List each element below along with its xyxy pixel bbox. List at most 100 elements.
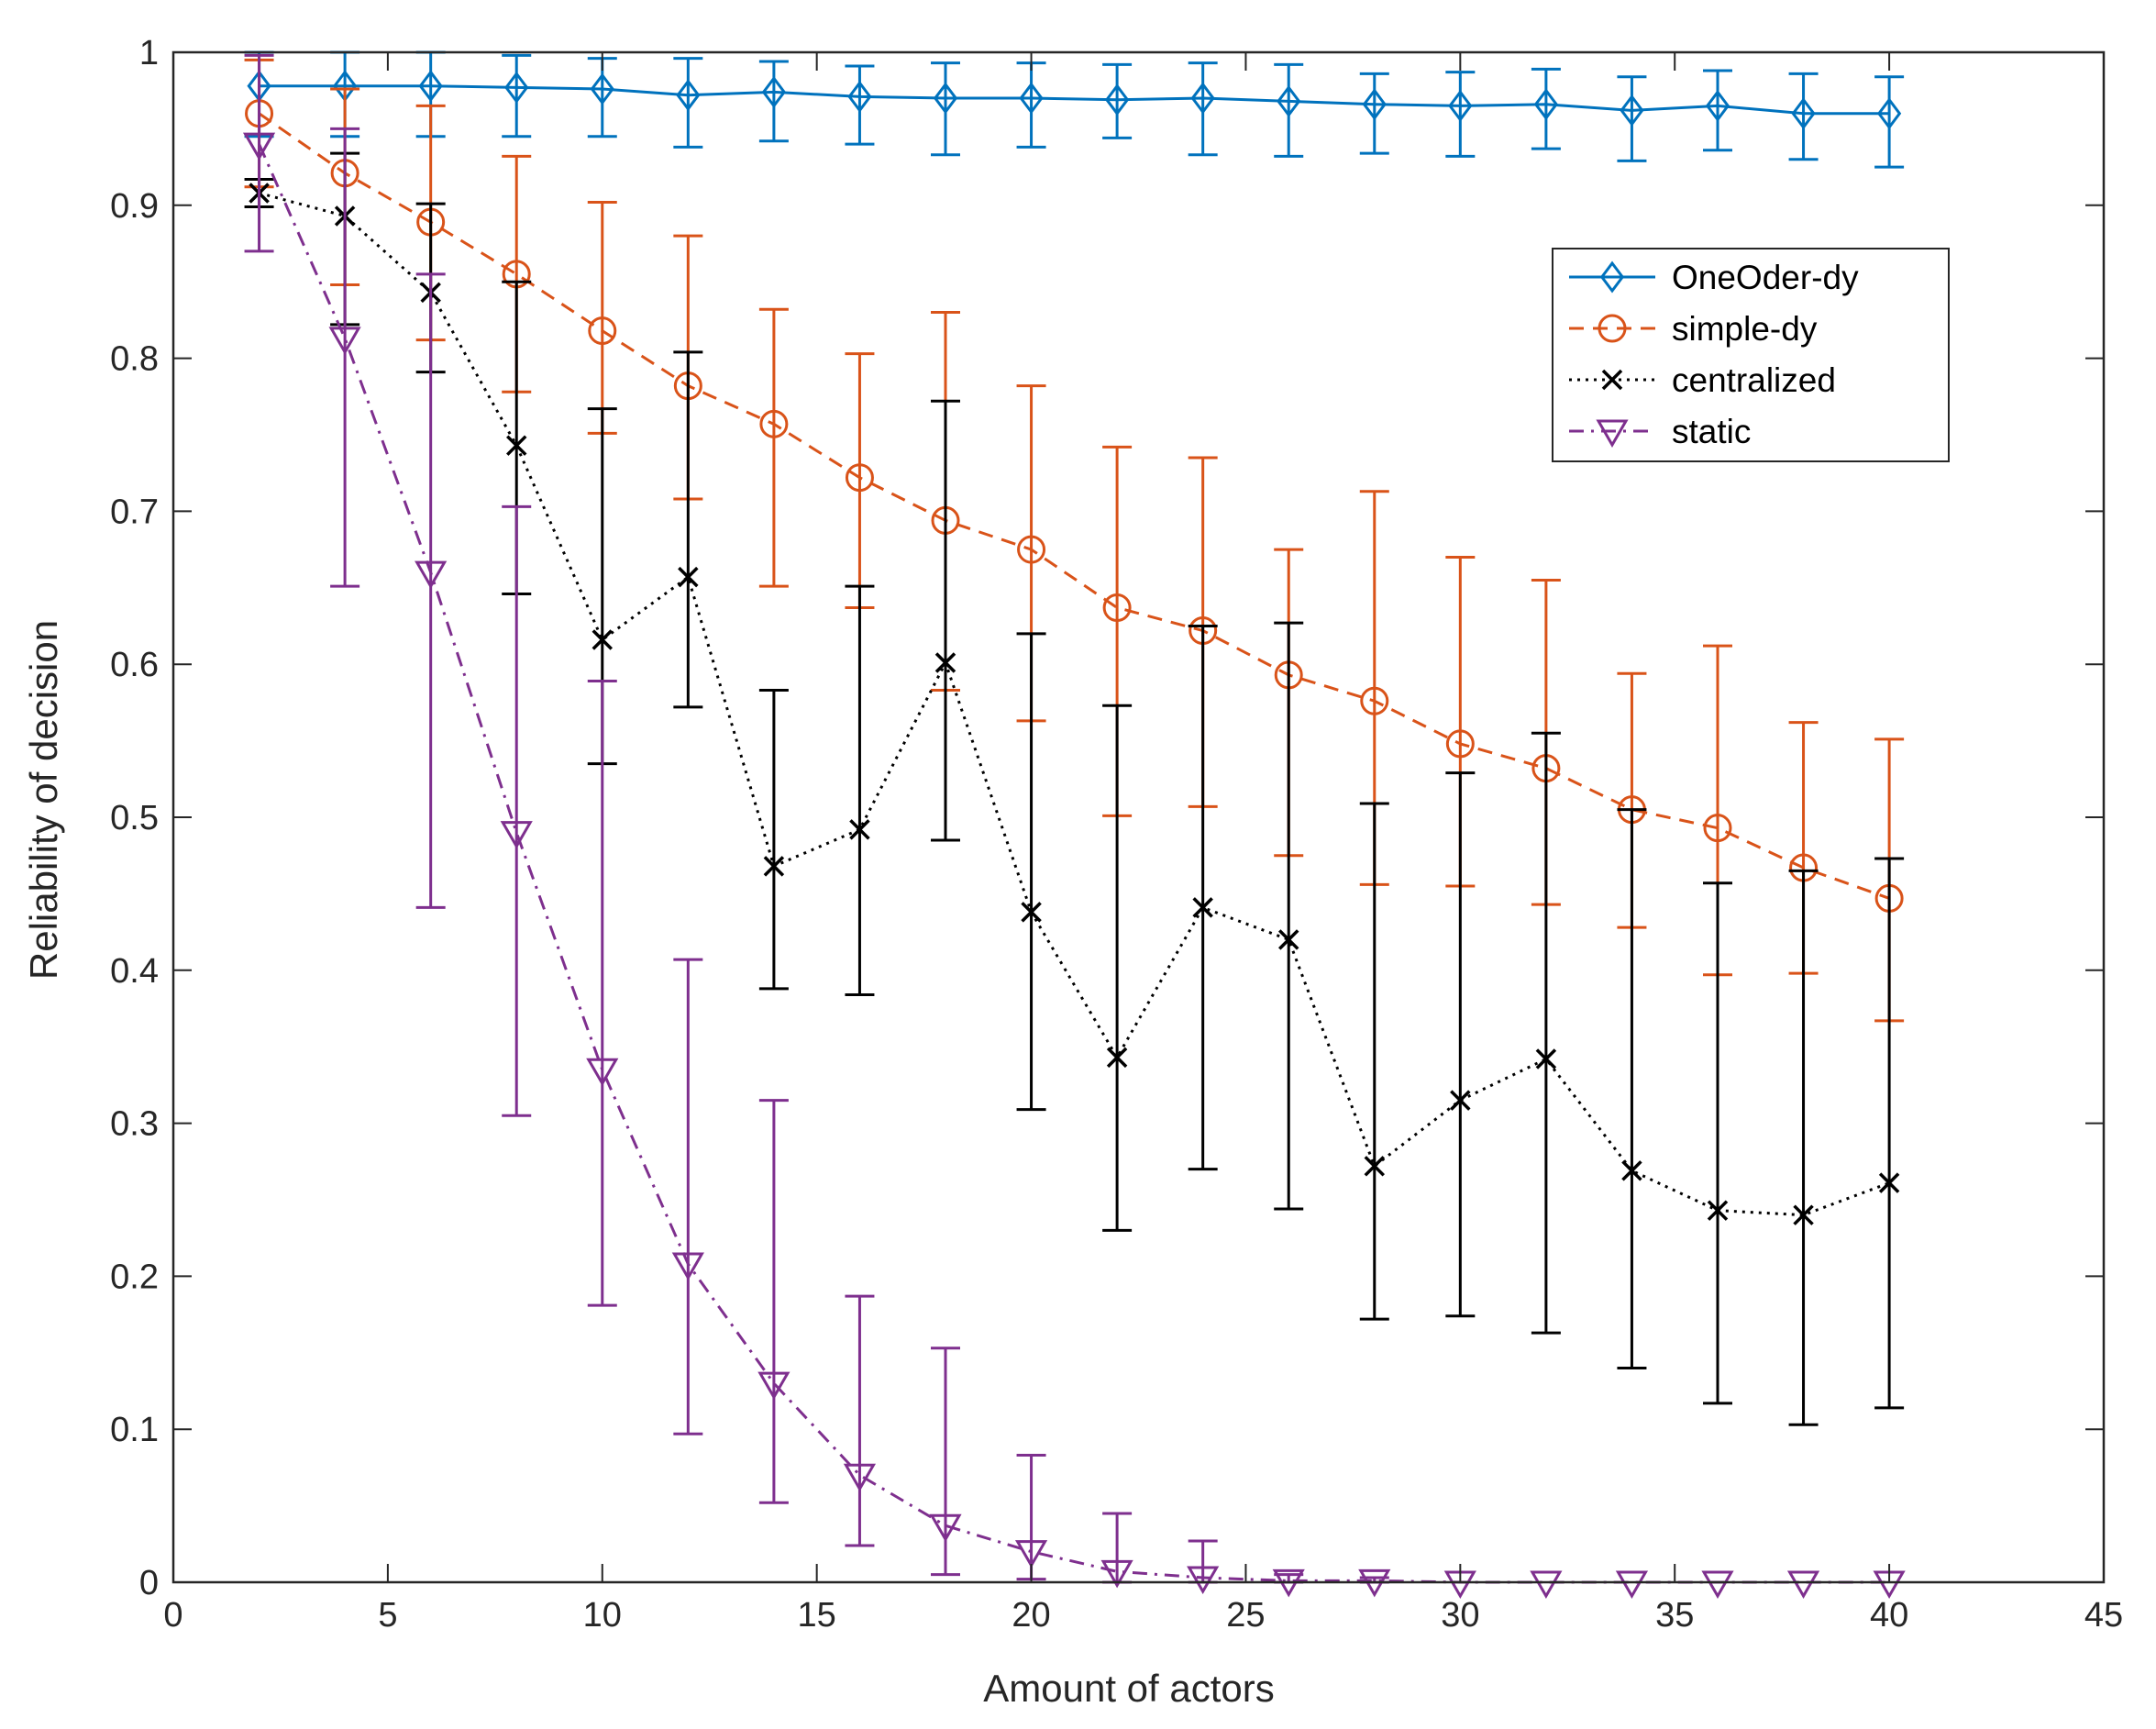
- data-point: [242, 132, 276, 161]
- error-bar: [1445, 771, 1476, 1318]
- data-point: [1705, 89, 1730, 122]
- data-point: [588, 316, 617, 346]
- x-marker-stroke: [763, 856, 785, 877]
- data-point: [1878, 1172, 1900, 1193]
- data-point: [849, 819, 870, 840]
- data-point: [1786, 1570, 1820, 1600]
- x-tick-label: 5: [378, 1596, 397, 1635]
- x-tick-label: 0: [163, 1596, 182, 1635]
- data-point: [415, 560, 448, 590]
- data-point: [1190, 82, 1215, 115]
- error-bar: [1531, 67, 1561, 150]
- y-tick-label: 0.7: [110, 493, 159, 531]
- data-point: [934, 652, 956, 673]
- data-point: [1450, 1090, 1471, 1111]
- error-bar: [1016, 632, 1046, 1112]
- data-point: [757, 1371, 791, 1401]
- data-point: [1621, 1160, 1642, 1181]
- data-point: [1533, 88, 1559, 121]
- x-marker-stroke: [1707, 1200, 1729, 1221]
- data-point: [1703, 814, 1732, 843]
- error-bar: [1359, 72, 1389, 155]
- error-bar: [415, 272, 446, 909]
- error-bar: [673, 350, 703, 709]
- error-bar: [1703, 69, 1732, 152]
- error-bar: [502, 504, 532, 1117]
- data-point: [1620, 94, 1644, 127]
- data-point: [671, 1252, 704, 1281]
- x-marker-stroke: [1878, 1172, 1900, 1193]
- data-point: [676, 79, 701, 112]
- data-point: [418, 70, 443, 103]
- data-point: [1104, 83, 1130, 116]
- error-bar: [1359, 802, 1389, 1321]
- axes-box: [171, 50, 2106, 1584]
- x-marker-stroke: [1106, 1047, 1128, 1069]
- data-point: [1707, 1200, 1729, 1221]
- legend-entry: simple-dy: [1569, 310, 1818, 348]
- data-point: [590, 72, 614, 105]
- data-point: [1362, 88, 1387, 121]
- error-bar: [1274, 62, 1304, 158]
- data-point: [505, 435, 527, 456]
- y-axis-title: Reliability of decision: [22, 620, 65, 980]
- error-bar: [1788, 869, 1819, 1426]
- data-point: [843, 1463, 877, 1492]
- y-tick-label: 0.2: [110, 1258, 159, 1296]
- legend: OneOder-dy simple-dy centralized static: [1552, 248, 1950, 462]
- data-point: [761, 75, 787, 108]
- data-point: [763, 856, 785, 877]
- error-bar: [931, 399, 960, 842]
- data-point: [1106, 1047, 1128, 1069]
- error-bar: [587, 680, 617, 1307]
- data-point: [592, 629, 614, 650]
- data-point: [1364, 1156, 1386, 1177]
- data-point: [1535, 1048, 1557, 1070]
- data-point: [1014, 1540, 1048, 1568]
- data-point: [678, 566, 699, 588]
- legend-entry: static: [1569, 413, 1751, 450]
- legend-entry: centralized: [1569, 361, 1836, 399]
- error-bar: [1445, 71, 1476, 158]
- y-tick-label: 0.1: [110, 1411, 159, 1449]
- error-bar: [502, 53, 532, 139]
- data-point: [500, 821, 533, 849]
- error-bar: [845, 1294, 875, 1547]
- error-bar: [673, 57, 703, 149]
- x-tick-label: 20: [1012, 1596, 1050, 1635]
- x-tick-label: 40: [1870, 1596, 1908, 1635]
- data-point: [1791, 97, 1816, 130]
- error-bar: [758, 689, 789, 991]
- x-marker-stroke: [1450, 1090, 1471, 1111]
- data-point: [1615, 1570, 1649, 1600]
- x-tick-label: 15: [798, 1596, 836, 1635]
- error-bar: [758, 307, 789, 588]
- error-bar: [1617, 808, 1647, 1369]
- y-tick-label: 0.9: [110, 187, 159, 226]
- x-tick-label: 10: [583, 1596, 622, 1635]
- y-tick-label: 1: [139, 34, 159, 72]
- y-tick-label: 0.6: [110, 646, 159, 684]
- data-point: [759, 409, 789, 438]
- x-marker-stroke: [1364, 1156, 1386, 1177]
- x-marker-stroke: [1192, 897, 1213, 918]
- legend-entry: OneOder-dy: [1569, 259, 1859, 296]
- x-marker-stroke: [1021, 902, 1042, 923]
- data-point: [586, 1058, 619, 1087]
- error-bar: [758, 1099, 789, 1504]
- data-point: [1021, 902, 1042, 923]
- x-marker-stroke: [678, 566, 699, 588]
- data-point: [933, 82, 958, 115]
- data-point: [1187, 1566, 1220, 1594]
- error-bar: [244, 53, 274, 253]
- error-bar: [1188, 61, 1218, 157]
- y-tick-label: 0.3: [110, 1105, 159, 1144]
- error-bar: [845, 64, 875, 146]
- x-marker-stroke: [592, 629, 614, 650]
- x-tick-label: 30: [1441, 1596, 1479, 1635]
- y-tick-label: 0.5: [110, 799, 159, 837]
- error-bar: [1874, 75, 1905, 169]
- data-point: [1277, 84, 1301, 117]
- x-tick-label: 35: [1655, 1596, 1694, 1635]
- legend-label: static: [1672, 413, 1751, 450]
